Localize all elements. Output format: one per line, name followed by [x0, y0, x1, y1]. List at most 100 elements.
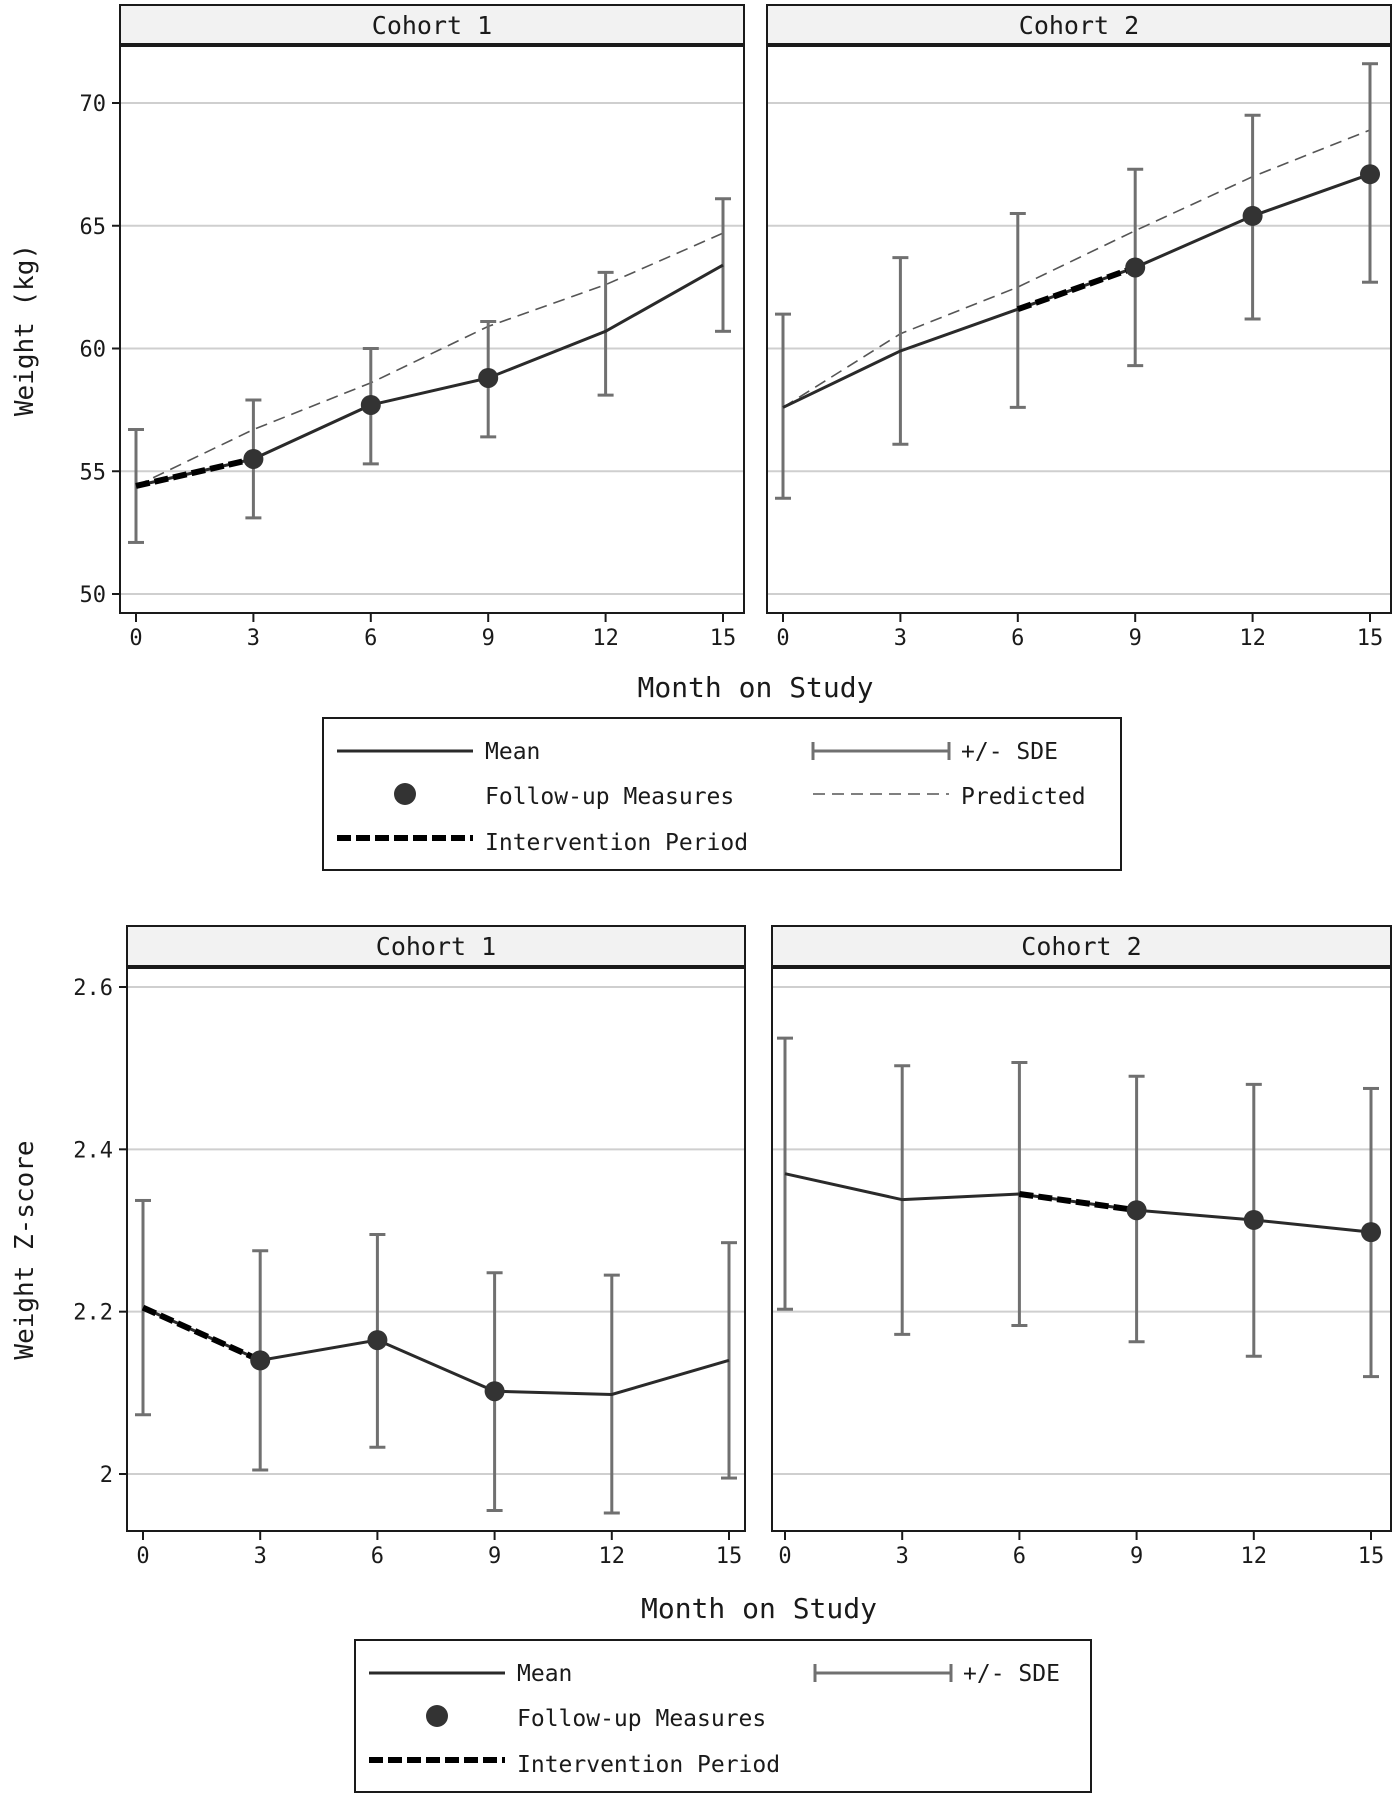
followup-marker — [367, 1330, 388, 1351]
plot-frame — [119, 45, 745, 614]
intervention-segment — [141, 1304, 262, 1364]
followup-marker — [1361, 1222, 1381, 1243]
x-tick-label: 3 — [247, 626, 260, 651]
followup-marker — [360, 394, 381, 415]
followup-marker — [478, 367, 499, 388]
intervention-segment — [1018, 1191, 1138, 1214]
followup-marker — [250, 1350, 271, 1371]
panel-cohort-1: Cohort 1 2 2.2 2.4 2.6 0 3 6 9 12 15 — [73, 925, 746, 1569]
followup-marker — [243, 448, 264, 469]
legend-label: Follow-up Measures — [485, 784, 734, 810]
legend-label: Mean — [485, 739, 540, 765]
legend-frame — [354, 1639, 1092, 1793]
panel-title: Cohort 2 — [1021, 932, 1141, 961]
panel-title: Cohort 1 — [376, 932, 496, 961]
x-tick-label: 3 — [894, 626, 907, 651]
x-tick-label: 3 — [254, 1544, 267, 1569]
panel-header — [126, 925, 746, 968]
x-axis-title: Month on Study — [637, 671, 873, 704]
y-tick-label: 70 — [80, 92, 107, 117]
x-tick-label: 9 — [1129, 626, 1142, 651]
y-tick-label: 60 — [80, 338, 107, 363]
legend-label: Predicted — [961, 784, 1086, 810]
y-tick-label: 2.2 — [73, 1301, 113, 1326]
x-tick-label: 9 — [482, 626, 495, 651]
legend-item: Follow-up Measures — [394, 783, 734, 810]
legend-label: Intervention Period — [517, 1752, 780, 1778]
legend-item: Intervention Period — [369, 1752, 780, 1778]
plot-frame — [126, 967, 746, 1532]
x-tick-label: 0 — [136, 1544, 149, 1569]
legend-label: +/- SDE — [963, 1661, 1060, 1687]
x-tick-label: 9 — [488, 1544, 501, 1569]
panel-header — [766, 4, 1392, 46]
legend-item: Intervention Period — [337, 830, 748, 856]
x-tick-label: 0 — [776, 626, 789, 651]
legend-symbol-marker — [426, 1705, 448, 1727]
x-tick-label: 15 — [1357, 626, 1384, 651]
plot-frame — [766, 45, 1392, 614]
legend-symbol-marker — [394, 783, 416, 805]
x-tick-label: 15 — [1358, 1544, 1385, 1569]
x-tick-label: 12 — [592, 626, 619, 651]
followup-marker — [1360, 164, 1380, 185]
x-tick-label: 6 — [1013, 1544, 1026, 1569]
legend: Mean +/- SDE Follow-up Measures Interventio… — [354, 1639, 1092, 1793]
legend-item: Follow-up Measures — [426, 1705, 766, 1732]
y-axis-title: Weight (kg) — [10, 244, 40, 416]
x-tick-label: 6 — [1011, 626, 1024, 651]
intervention-segment — [135, 456, 255, 489]
x-tick-label: 12 — [1239, 626, 1266, 651]
legend-label: Intervention Period — [485, 830, 748, 856]
x-tick-label: 12 — [599, 1544, 626, 1569]
panel-cohort-1: Cohort 1 50 55 60 65 70 0 3 6 9 12 15 — [80, 4, 745, 651]
panel-cohort-2: Cohort 2 0 3 6 9 12 15 — [766, 4, 1392, 651]
legend-item: Predicted — [813, 784, 1086, 810]
followup-marker — [484, 1381, 505, 1402]
y-tick-label: 2.6 — [73, 976, 113, 1001]
error-bar — [597, 270, 614, 397]
predicted-line — [135, 232, 724, 487]
y-axis-title: Weight Z-score — [10, 1140, 40, 1359]
x-tick-label: 3 — [896, 1544, 909, 1569]
y-tick-label: 55 — [80, 460, 107, 485]
legend-item: +/- SDE — [811, 739, 1058, 765]
x-tick-label: 6 — [371, 1544, 384, 1569]
mean-line — [135, 263, 724, 488]
panel-header — [119, 4, 745, 46]
intervention-segment — [1016, 264, 1137, 313]
legend-label: Follow-up Measures — [517, 1706, 766, 1732]
x-tick-label: 0 — [129, 626, 142, 651]
x-tick-label: 9 — [1130, 1544, 1143, 1569]
legend-label: +/- SDE — [961, 739, 1058, 765]
followup-marker — [1242, 205, 1263, 226]
panel-cohort-2: Cohort 2 0 3 6 9 12 15 — [771, 925, 1392, 1569]
predicted-line — [782, 129, 1371, 409]
y-tick-label: 50 — [80, 583, 107, 608]
legend-item: Mean — [337, 739, 540, 765]
x-tick-label: 15 — [710, 626, 737, 651]
followup-marker — [1243, 1209, 1264, 1230]
legend-item: +/- SDE — [813, 1661, 1060, 1687]
followup-marker — [1125, 257, 1146, 278]
panel-title: Cohort 1 — [372, 11, 492, 40]
legend-frame — [322, 717, 1122, 871]
legend-label: Mean — [517, 1661, 572, 1687]
y-tick-label: 2.4 — [73, 1138, 113, 1163]
legend: Mean +/- SDE Follow-up Measures Predicted In… — [322, 717, 1122, 871]
x-tick-label: 15 — [716, 1544, 743, 1569]
y-tick-label: 2 — [100, 1463, 113, 1488]
legend-item: Mean — [369, 1661, 572, 1687]
plot-frame — [771, 967, 1392, 1532]
chart-2: Weight Z-score Month on Study Cohort 1 2 2.2… — [10, 925, 1392, 1793]
x-tick-label: 12 — [1241, 1544, 1268, 1569]
mean-line — [142, 1306, 730, 1396]
x-tick-label: 6 — [364, 626, 377, 651]
panel-title: Cohort 2 — [1019, 11, 1139, 40]
followup-marker — [1126, 1200, 1147, 1221]
y-tick-label: 65 — [80, 215, 107, 240]
x-axis-title: Month on Study — [641, 1592, 877, 1625]
x-tick-label: 0 — [778, 1544, 791, 1569]
